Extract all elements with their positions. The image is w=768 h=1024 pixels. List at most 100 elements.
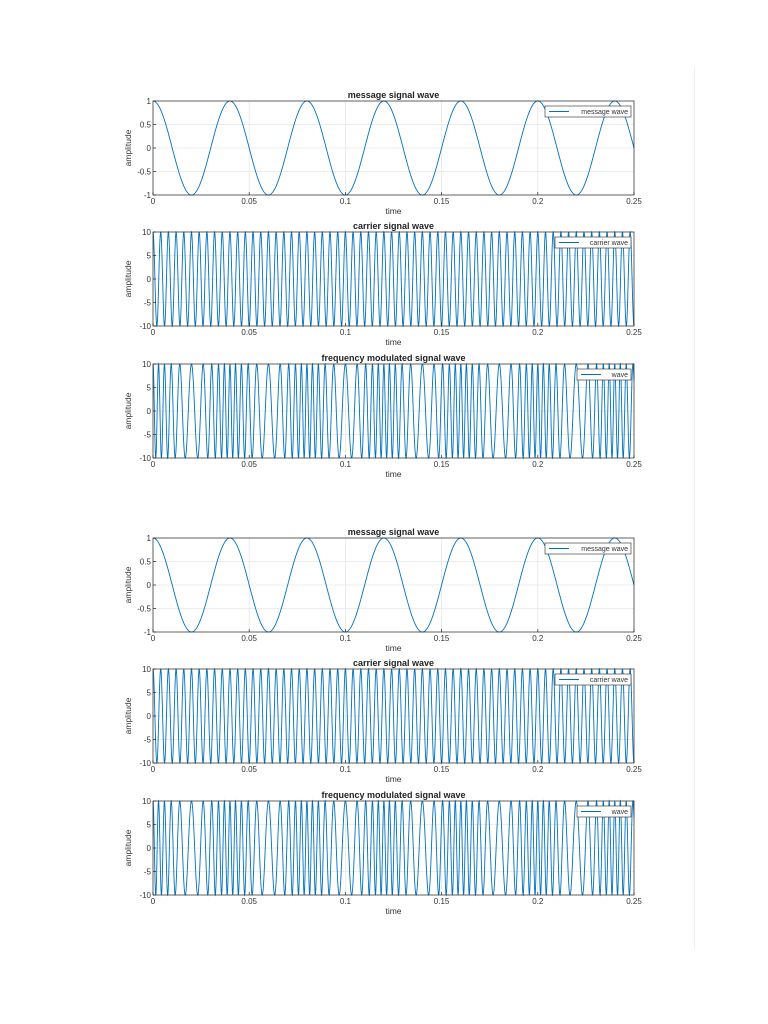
x-tick-label: 0.05	[241, 634, 257, 643]
legend: message wave	[544, 105, 632, 118]
series-line-carrier-wave	[152, 230, 635, 328]
y-tick-label: 1	[147, 534, 152, 543]
x-axis-label: time	[385, 469, 401, 479]
y-tick-label: -0.5	[137, 168, 151, 177]
series-line-message-wave	[152, 537, 635, 633]
x-tick-label: 0.25	[626, 460, 642, 469]
legend-box	[544, 105, 632, 118]
x-tick-label: 0.15	[434, 634, 450, 643]
x-axis-label: time	[385, 206, 401, 216]
y-tick-label: -5	[144, 431, 152, 440]
y-tick-label: 0	[147, 844, 152, 853]
y-tick-label: -10	[139, 454, 151, 463]
x-tick-label: 0	[151, 897, 156, 906]
y-axis-label: amplitude	[123, 392, 133, 429]
x-tick-label: 0.1	[340, 197, 352, 206]
x-tick-label: 0	[151, 765, 156, 774]
x-tick-label: 0.05	[241, 460, 257, 469]
chart-5: 0 0.05 0.1 0.15 0.2 0.25 10 5 0 -5 -10 carrier sign…	[123, 658, 642, 784]
x-tick-label: 0.2	[532, 197, 544, 206]
legend-label: carrier wave	[590, 677, 628, 684]
x-tick-label: 0.2	[532, 460, 544, 469]
chart-title: carrier signal wave	[353, 221, 434, 231]
legend-box	[554, 673, 632, 686]
y-tick-label: 0	[147, 712, 152, 721]
x-tick-label: 0.15	[434, 765, 450, 774]
legend: carrier wave	[554, 673, 632, 686]
x-tick-label: 0.25	[626, 328, 642, 337]
series-line-wave	[152, 799, 635, 897]
x-axis-label: time	[385, 906, 401, 916]
y-tick-label: 10	[142, 360, 151, 369]
x-tick-label: 0.1	[340, 460, 352, 469]
legend: carrier wave	[554, 236, 632, 249]
y-tick-label: 0	[147, 144, 152, 153]
y-axis-label: amplitude	[123, 566, 133, 603]
x-tick-label: 0.05	[241, 328, 257, 337]
chart-6: 0 0.05 0.1 0.15 0.2 0.25 10 5 0 -5 -10 frequency mo…	[123, 790, 642, 916]
chart-3: 0 0.05 0.1 0.15 0.2 0.25 10 5 0 -5 -10 frequency mo…	[123, 353, 642, 479]
legend-box	[576, 805, 632, 818]
y-tick-label: 0	[147, 275, 152, 284]
x-tick-label: 0.2	[532, 897, 544, 906]
y-tick-label: 0	[147, 407, 152, 416]
legend-box	[554, 236, 632, 249]
y-tick-label: 10	[142, 665, 151, 674]
y-tick-label: -1	[144, 628, 152, 637]
x-tick-label: 0.2	[532, 765, 544, 774]
y-tick-label: 5	[147, 821, 152, 830]
x-tick-label: 0.05	[241, 897, 257, 906]
x-tick-label: 0.15	[434, 897, 450, 906]
legend-box	[544, 542, 632, 555]
y-tick-label: -5	[144, 736, 152, 745]
y-axis-label: amplitude	[123, 129, 133, 166]
legend: wave	[576, 805, 632, 818]
x-tick-label: 0.25	[626, 765, 642, 774]
legend: message wave	[544, 542, 632, 555]
y-tick-label: 5	[147, 384, 152, 393]
y-tick-label: -10	[139, 759, 151, 768]
x-tick-label: 0.15	[434, 460, 450, 469]
x-tick-label: 0.25	[626, 197, 642, 206]
chart-title: frequency modulated signal wave	[321, 353, 465, 363]
legend-label: wave	[611, 372, 628, 379]
y-tick-label: -10	[139, 322, 151, 331]
y-axis-label: amplitude	[123, 829, 133, 866]
legend-label: message wave	[581, 546, 628, 553]
x-tick-label: 0	[151, 197, 156, 206]
y-tick-label: 0	[147, 581, 152, 590]
x-tick-label: 0	[151, 328, 156, 337]
x-tick-label: 0.05	[241, 197, 257, 206]
chart-4: 0 0.05 0.1 0.15 0.2 0.25 1 0.5 0 -0.5 -1 message si…	[123, 527, 642, 653]
page-edge-divider	[694, 68, 695, 948]
y-axis-label: amplitude	[123, 260, 133, 297]
x-tick-label: 0.1	[340, 765, 352, 774]
series-line-wave	[152, 362, 635, 460]
y-tick-label: 0.5	[140, 121, 152, 130]
x-tick-label: 0.1	[340, 897, 352, 906]
y-tick-label: 5	[147, 689, 152, 698]
x-tick-label: 0	[151, 634, 156, 643]
y-tick-label: 1	[147, 97, 152, 106]
y-tick-label: 5	[147, 252, 152, 261]
x-tick-label: 0.1	[340, 328, 352, 337]
legend-label: carrier wave	[590, 240, 628, 247]
x-tick-label: 0.2	[532, 634, 544, 643]
y-tick-label: -10	[139, 891, 151, 900]
chart-2: 0 0.05 0.1 0.15 0.2 0.25 10 5 0 -5 -10 carrier sign…	[123, 221, 642, 347]
series-line-message-wave	[152, 100, 635, 196]
chart-title: message signal wave	[348, 527, 440, 537]
legend-box	[576, 368, 632, 381]
legend-label: wave	[611, 809, 628, 816]
y-tick-label: -5	[144, 868, 152, 877]
chart-title: message signal wave	[348, 90, 440, 100]
y-axis-label: amplitude	[123, 697, 133, 734]
x-tick-label: 0.2	[532, 328, 544, 337]
x-axis-label: time	[385, 337, 401, 347]
y-tick-label: -1	[144, 191, 152, 200]
chart-title: frequency modulated signal wave	[321, 790, 465, 800]
x-axis-label: time	[385, 643, 401, 653]
y-tick-label: 10	[142, 797, 151, 806]
